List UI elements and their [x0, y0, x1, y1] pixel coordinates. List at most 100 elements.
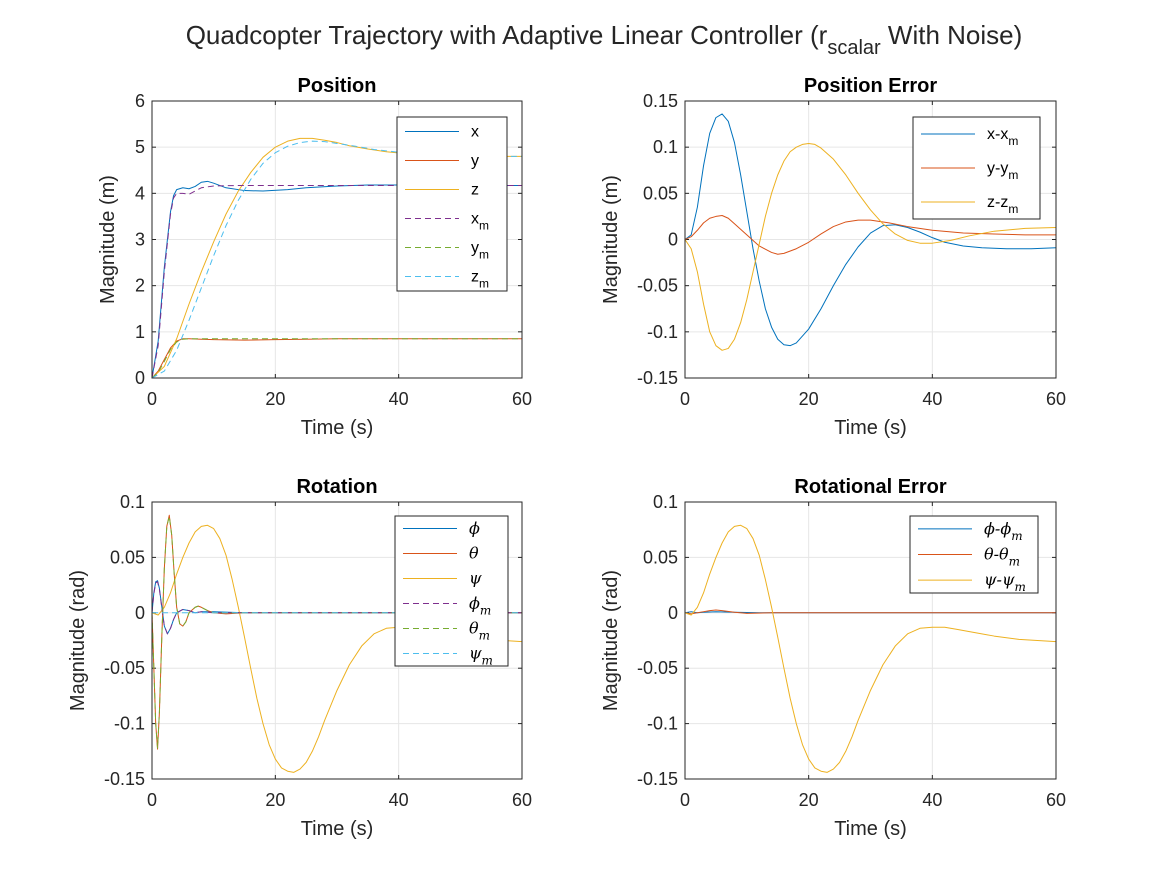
subplot-3: 0 20 40 60 -0.15 -0.1 -0.05 0 0.05 0.1 Rotational …	[600, 476, 1066, 840]
subplot-title: Position	[298, 75, 377, 97]
legend-label-base: z-z	[987, 194, 1008, 211]
subplot-0: 0 20 40 60 0 1 2 3 4 5 6 Position Time (s) Magnitude …	[97, 75, 532, 439]
legend-label-base: y-y	[987, 160, 1008, 177]
x-axis-label: Time (s)	[301, 417, 374, 439]
legend-label-subscript: m	[482, 654, 493, 668]
legend-label-z-zm: z-zm	[987, 194, 1018, 216]
legend: x-xmy-ymz-zm	[912, 116, 1041, 220]
legend-label-base: x-x	[987, 126, 1008, 143]
legend-label-base: θ-θ	[984, 545, 1009, 564]
subplot-title: Rotation	[296, 476, 377, 498]
subplot-1: 0 20 40 60 -0.15 -0.1 -0.05 0 0.05 0.1 0.15 Positio…	[600, 75, 1066, 439]
legend-label-theta-thetam: θ-θm	[984, 545, 1020, 569]
legend-label-theta: θ	[469, 544, 479, 563]
y-tick-label: -0.05	[104, 658, 145, 678]
legend-label-xm: xm	[471, 211, 489, 233]
y-tick-label: 0.05	[643, 547, 678, 567]
x-tick-label: 40	[389, 790, 409, 810]
legend-label-phi-phim: ϕ-ϕm	[984, 519, 1023, 543]
subplot-title: Rotational Error	[794, 476, 946, 498]
legend-label-subscript: m	[1009, 555, 1020, 569]
y-tick-label: -0.15	[104, 769, 145, 789]
x-tick-label: 20	[265, 790, 285, 810]
x-tick-label: 0	[680, 389, 690, 409]
series-line-thetam	[152, 515, 522, 749]
legend-label-base: θ	[469, 544, 479, 563]
legend-label-subscript: m	[479, 277, 489, 291]
legend-label-base: x	[471, 211, 479, 228]
legend-label-base: x	[471, 124, 479, 141]
legend-label-subscript: m	[1008, 134, 1018, 148]
legend-label-phim: ϕm	[469, 594, 491, 618]
legend-label-base: ψ	[469, 569, 482, 588]
y-tick-label: 0.1	[120, 492, 145, 512]
series-group	[685, 113, 1056, 351]
x-axis-label: Time (s)	[834, 417, 907, 439]
x-tick-label: 0	[680, 790, 690, 810]
legend-label-base: ϕ	[469, 594, 480, 613]
legend-label-subscript: m	[479, 219, 489, 233]
y-tick-label: 0.1	[653, 492, 678, 512]
figure-title-subscript: scalar	[827, 37, 881, 59]
legend-label-x: x	[471, 124, 479, 141]
series-line-psi-psim	[685, 524, 1056, 773]
axes-box	[684, 100, 1057, 379]
legend-label-subscript: m	[479, 248, 489, 262]
x-tick-label: 60	[1046, 389, 1066, 409]
legend-label-base: ψ-ψ	[984, 570, 1015, 589]
legend-label-psi-psim: ψ-ψm	[984, 570, 1026, 594]
legend-label-ym: ym	[471, 240, 489, 262]
x-tick-label: 60	[1046, 790, 1066, 810]
y-tick-label: 3	[135, 230, 145, 250]
y-tick-label: 0	[135, 603, 145, 623]
subplot-title: Position Error	[804, 75, 938, 97]
legend: ϕ-ϕmθ-θmψ-ψm	[909, 515, 1039, 594]
figure-title-tail: With Noise)	[881, 20, 1023, 50]
legend-label-base: z	[471, 182, 479, 199]
y-tick-label: 0.05	[110, 547, 145, 567]
y-tick-label: 0.05	[643, 183, 678, 203]
legend-label-x-xm: x-xm	[987, 126, 1018, 148]
legend-label-base: ϕ	[469, 519, 480, 538]
legend-label-y: y	[471, 153, 479, 170]
y-tick-label: -0.15	[637, 368, 678, 388]
x-axis-label: Time (s)	[834, 818, 907, 840]
y-tick-label: 6	[135, 91, 145, 111]
y-tick-label: 2	[135, 276, 145, 296]
y-tick-label: -0.05	[637, 276, 678, 296]
series-group	[152, 514, 522, 773]
legend-label-thetam: θm	[469, 619, 490, 643]
figure-title: Quadcopter Trajectory with Adaptive Line…	[186, 20, 1023, 59]
legend-label-y-ym: y-ym	[987, 160, 1018, 182]
legend-box	[396, 116, 508, 292]
y-tick-label: 5	[135, 137, 145, 157]
legend-label-base: y	[471, 153, 479, 170]
y-tick-label: -0.1	[647, 714, 678, 734]
legend-label-subscript: m	[1015, 580, 1026, 594]
subplot-2: 0 20 40 60 -0.15 -0.1 -0.05 0 0.05 0.1 Rotation Tim…	[67, 476, 532, 840]
x-tick-label: 60	[512, 389, 532, 409]
legend-label-subscript: m	[1011, 529, 1022, 543]
series-line-x-xm	[685, 113, 1056, 347]
y-tick-label: 0.15	[643, 91, 678, 111]
legend-label-base: ϕ-ϕ	[984, 519, 1011, 538]
legend-label-subscript: m	[1008, 168, 1018, 182]
y-tick-label: -0.05	[637, 658, 678, 678]
series-group	[685, 524, 1056, 773]
y-tick-label: -0.1	[114, 714, 145, 734]
y-tick-label: 1	[135, 322, 145, 342]
legend-label-base: y	[471, 240, 479, 257]
y-axis-label: Magnitude (m)	[600, 175, 622, 304]
x-tick-label: 20	[265, 389, 285, 409]
x-tick-label: 20	[799, 790, 819, 810]
legend-label-base: θ	[469, 619, 479, 638]
series-line-phi	[152, 580, 522, 635]
axes-box	[151, 100, 523, 379]
y-tick-label: -0.1	[647, 322, 678, 342]
figure-title-main: Quadcopter Trajectory with Adaptive Line…	[186, 20, 828, 50]
series-line-theta-thetam	[685, 609, 1056, 615]
y-tick-label: 0.1	[653, 137, 678, 157]
